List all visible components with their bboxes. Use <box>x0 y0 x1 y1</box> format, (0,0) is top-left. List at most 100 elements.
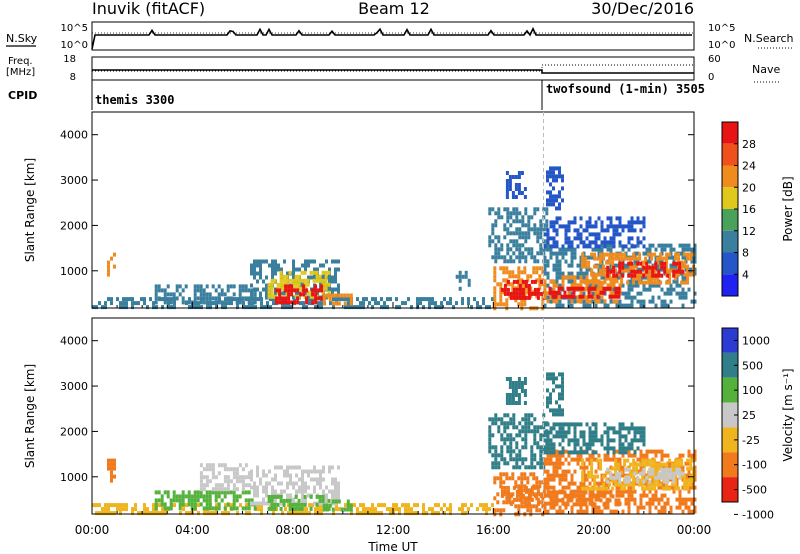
velocity-region-6 <box>322 499 353 512</box>
velocity-region-5 <box>267 494 331 511</box>
nave-tick-top: 60 <box>708 54 721 65</box>
velocity-colorbar-swatch-3 <box>722 402 738 428</box>
power-region-6 <box>322 293 353 306</box>
power-region-0 <box>107 252 116 277</box>
cpid-label: CPID <box>8 89 37 102</box>
noise-search-label: N.Search <box>744 32 794 45</box>
x-tick-label-0: 00:00 <box>75 523 110 537</box>
cpid-mode-2: twofsound (1-min) 3505 <box>546 82 705 96</box>
velocity-colorbar-swatch-4 <box>722 427 738 453</box>
power-region-10 <box>500 279 546 300</box>
frequency-panel-frame <box>91 56 695 81</box>
power-ylabel: Slant Range [km] <box>23 158 37 262</box>
power-colorbar-swatch-4 <box>722 209 738 231</box>
noise-sky-line <box>91 26 692 50</box>
power-colorbar-label-6: 28 <box>742 138 756 151</box>
freq-label-line2: [MHz] <box>6 67 35 78</box>
velocity-region-13 <box>606 467 685 484</box>
power-region-16 <box>543 216 646 249</box>
power-colorbar-label-0: 4 <box>742 268 749 281</box>
noise-tick-right-top: 10^5 <box>708 23 735 34</box>
station-title: Inuvik (fitACF) <box>92 0 205 18</box>
freq-tick-top: 18 <box>63 54 76 65</box>
velocity-region-2 <box>154 490 257 511</box>
velocity-ytick-label-2000: 2000 <box>60 425 88 438</box>
power-colorbar-label-1: 8 <box>742 247 749 260</box>
velocity-region-7 <box>488 413 549 470</box>
velocity-colorbar-label-2: 100 <box>742 384 763 397</box>
velocity-region-0 <box>107 458 116 483</box>
x-tick-label-2: 08:00 <box>275 523 310 537</box>
power-colorbar-swatch-7 <box>722 274 738 296</box>
power-ytick-label-1000: 1000 <box>60 265 88 278</box>
power-colorbar-swatch-5 <box>722 230 738 253</box>
power-ytick-label-3000: 3000 <box>60 174 88 187</box>
velocity-region-3 <box>199 463 251 492</box>
velocity-colorbar-label-3: 25 <box>742 409 756 422</box>
velocity-ytick-label-1000: 1000 <box>60 471 88 484</box>
freq-tick-bottom: 8 <box>70 72 76 83</box>
velocity-colorbar-label-0: 1000 <box>742 334 770 347</box>
noise-sky-label: N.Sky <box>6 32 38 45</box>
velocity-colorbar-swatch-0 <box>722 328 738 353</box>
x-tick-label-6: 00:00 <box>677 523 712 537</box>
velocity-region-14 <box>543 422 646 455</box>
power-region-8 <box>488 207 549 264</box>
x-tick-label-3: 12:00 <box>376 523 411 537</box>
velocity-region-4 <box>250 465 340 506</box>
cpid-panel: CPID themis 3300 twofsound (1-min) 3505 <box>8 80 705 110</box>
velocity-colorbar-swatch-1 <box>722 352 738 378</box>
power-colorbar-label-2: 12 <box>742 225 756 238</box>
power-colorbar-label-4: 20 <box>742 181 756 194</box>
noise-tick-left-bottom: 10^0 <box>61 40 88 51</box>
power-colorbar-swatch-6 <box>722 252 738 275</box>
x-tick-label-5: 20:00 <box>576 523 611 537</box>
velocity-colorbar: 1000 500 100 25 -25 -100 -500 -1000 Velocity [m … <box>721 327 795 521</box>
power-colorbar-swatch-2 <box>722 165 738 188</box>
power-ytick-label-4000: 4000 <box>60 129 88 142</box>
velocity-ytick-label-4000: 4000 <box>60 335 88 348</box>
power-region-5 <box>275 284 324 305</box>
power-colorbar-label-5: 24 <box>742 160 756 173</box>
x-tick-label-1: 04:00 <box>175 523 210 537</box>
freq-label-line1: Freq. <box>8 56 33 67</box>
cpid-mode-1: themis 3300 <box>95 93 174 107</box>
power-region-15 <box>606 261 685 278</box>
power-colorbar: 4 8 12 16 20 24 28 Power [dB] <box>721 121 795 297</box>
power-region-2 <box>154 284 257 305</box>
velocity-colorbar-label-5: -100 <box>742 459 767 472</box>
power-colorbar-title: Power [dB] <box>781 176 795 241</box>
power-region-17 <box>546 166 564 211</box>
velocity-colorbar-label-1: 500 <box>742 359 763 372</box>
noise-tick-left-top: 10^5 <box>61 23 88 34</box>
velocity-colorbar-title: Velocity [m s⁻¹] <box>781 368 795 461</box>
velocity-colorbar-label-7: -1000 <box>742 508 774 521</box>
noise-panel: N.Sky 10^5 10^0 10^5 10^0 N.Search <box>6 21 794 51</box>
x-axis-title: Time UT <box>367 540 418 554</box>
velocity-colorbar-swatch-5 <box>722 452 738 478</box>
noise-panel-frame <box>91 21 695 51</box>
velocity-ylabel: Slant Range [km] <box>23 364 37 468</box>
date-title: 30/Dec/2016 <box>591 0 694 18</box>
power-colorbar-swatch-0 <box>722 122 738 144</box>
velocity-colorbar-label-6: -500 <box>742 484 767 497</box>
power-ytick-label-2000: 2000 <box>60 219 88 232</box>
power-panel: 1000 2000 3000 4000 Slant Range [km] 4 8 12 16 20… <box>23 111 795 311</box>
velocity-region-15 <box>546 372 564 417</box>
velocity-colorbar-swatch-2 <box>722 377 738 403</box>
power-colorbar-swatch-1 <box>722 143 738 166</box>
frequency-panel: Freq. [MHz] 18 8 60 0 Nave <box>6 54 780 83</box>
power-region-18 <box>505 171 527 199</box>
nave-tick-bottom: 0 <box>708 72 714 83</box>
time-axis: 00:00 04:00 08:00 12:00 16:00 20:00 00:00 <box>75 523 712 537</box>
frequency-line <box>92 69 694 74</box>
power-colorbar-label-3: 16 <box>742 203 756 216</box>
noise-tick-right-bottom: 10^0 <box>708 40 735 51</box>
velocity-ytick-label-3000: 3000 <box>60 380 88 393</box>
nave-line <box>92 64 694 72</box>
velocity-colorbar-label-4: -25 <box>742 434 760 447</box>
nave-label: Nave <box>752 63 780 76</box>
